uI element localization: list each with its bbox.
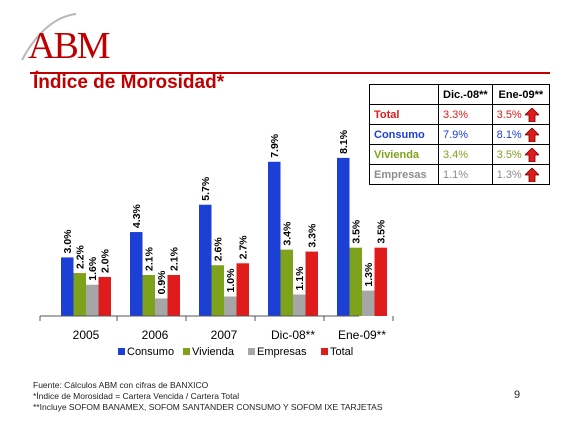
- data-label-consumo-3: 7.9%: [269, 133, 281, 158]
- table-row-consumo: Consumo 7.9% 8.1%: [369, 124, 551, 145]
- bar-consumo-0: [61, 257, 74, 316]
- legend-label-vivienda: Vivienda: [192, 346, 235, 358]
- data-label-total-4: 3.5%: [376, 219, 388, 244]
- row-label: Vivienda: [369, 144, 439, 165]
- legend-swatch-vivienda: [183, 348, 190, 355]
- bar-consumo-1: [130, 232, 143, 316]
- data-label-empresas-4: 1.3%: [363, 262, 375, 287]
- data-label-vivienda-1: 2.1%: [144, 246, 156, 271]
- bar-consumo-2: [199, 204, 212, 316]
- value-dic: 3.3%: [438, 104, 493, 125]
- table-row-total: Total 3.3% 3.5%: [369, 104, 551, 125]
- bar-empresas-3: [293, 294, 306, 316]
- value-ene: 3.5%: [491, 104, 551, 125]
- value-ene-text: 3.5%: [496, 108, 522, 121]
- page-number: 9: [514, 389, 521, 401]
- data-label-consumo-2: 5.7%: [200, 176, 212, 201]
- bar-consumo-3: [268, 161, 281, 316]
- data-label-vivienda-4: 3.5%: [351, 219, 363, 244]
- table-header-row: Dic.-08** Ene-09**: [369, 84, 551, 105]
- bar-vivienda-2: [211, 265, 224, 316]
- data-label-consumo-4: 8.1%: [338, 129, 350, 154]
- legend-swatch-empresas: [248, 348, 255, 355]
- bar-total-2: [236, 263, 249, 316]
- bar-empresas-1: [155, 298, 168, 316]
- row-label: Total: [369, 104, 439, 125]
- value-ene-text: 1.3%: [496, 168, 522, 181]
- table-header-blank: [369, 84, 439, 105]
- data-label-empresas-1: 0.9%: [156, 270, 168, 295]
- x-tick-label-4: Ene-09**: [338, 328, 386, 342]
- bar-vivienda-4: [349, 247, 362, 316]
- value-ene: 1.3%: [491, 164, 551, 185]
- value-dic: 1.1%: [438, 164, 493, 185]
- value-ene-text: 3.5%: [496, 148, 522, 161]
- data-label-total-3: 3.3%: [307, 223, 319, 248]
- bar-total-0: [98, 276, 111, 316]
- bar-empresas-2: [224, 296, 237, 316]
- title-rule: [30, 72, 550, 74]
- row-label: Empresas: [369, 164, 439, 185]
- abm-logo: ABM: [21, 13, 112, 67]
- logo-text: ABM: [28, 25, 110, 67]
- value-dic: 3.4%: [438, 144, 493, 165]
- data-label-empresas-3: 1.1%: [294, 266, 306, 291]
- up-arrow-icon: [524, 167, 539, 182]
- table-row-empresas: Empresas 1.1% 1.3%: [369, 164, 551, 185]
- value-dic: 7.9%: [438, 124, 493, 145]
- bar-vivienda-1: [142, 275, 155, 316]
- up-arrow-icon: [524, 107, 539, 122]
- page-title: Índice de Morosidad*: [33, 72, 225, 93]
- footer-notes: Fuente: Cálculos ABM con cifras de BANXI…: [33, 380, 383, 413]
- bar-vivienda-3: [280, 249, 293, 316]
- data-label-vivienda-3: 3.4%: [282, 221, 294, 246]
- table-header-dic: Dic.-08**: [438, 84, 493, 105]
- bar-total-3: [305, 251, 318, 316]
- legend-swatch-total: [321, 348, 328, 355]
- x-tick-label-2: 2007: [211, 328, 238, 342]
- data-label-total-1: 2.1%: [169, 246, 181, 271]
- data-label-vivienda-2: 2.6%: [213, 237, 225, 262]
- data-label-empresas-0: 1.6%: [87, 256, 99, 281]
- source-note: Fuente: Cálculos ABM con cifras de BANXI…: [33, 380, 209, 390]
- summary-table: Dic.-08** Ene-09** Total 3.3% 3.5% Consumo 7…: [369, 84, 551, 185]
- data-label-consumo-0: 3.0%: [62, 229, 74, 254]
- data-label-total-2: 2.7%: [238, 235, 250, 260]
- data-label-consumo-1: 4.3%: [131, 203, 143, 228]
- legend-label-total: Total: [330, 346, 353, 358]
- x-tick-label-1: 2006: [142, 328, 169, 342]
- x-tick-label-0: 2005: [73, 328, 100, 342]
- up-arrow-icon: [524, 147, 539, 162]
- x-tick-label-3: Dic-08**: [271, 328, 315, 342]
- definition-note: *Índice de Morosidad = Cartera Vencida /…: [33, 391, 240, 401]
- table-header-ene: Ene-09**: [491, 84, 551, 105]
- data-label-vivienda-0: 2.2%: [75, 244, 87, 269]
- legend-swatch-consumo: [118, 348, 125, 355]
- value-ene: 8.1%: [491, 124, 551, 145]
- data-label-empresas-2: 1.0%: [225, 268, 237, 293]
- legend-label-empresas: Empresas: [257, 346, 307, 358]
- table-row-vivienda: Vivienda 3.4% 3.5%: [369, 144, 551, 165]
- up-arrow-icon: [524, 127, 539, 142]
- bar-total-4: [374, 247, 387, 316]
- row-label: Consumo: [369, 124, 439, 145]
- bar-empresas-4: [362, 290, 375, 316]
- value-ene-text: 8.1%: [496, 128, 522, 141]
- bar-consumo-4: [337, 157, 350, 316]
- bar-vivienda-0: [73, 273, 86, 316]
- data-label-total-0: 2.0%: [100, 248, 112, 273]
- bar-empresas-0: [86, 284, 99, 316]
- bar-total-1: [167, 275, 180, 316]
- value-ene: 3.5%: [491, 144, 551, 165]
- legend-label-consumo: Consumo: [127, 346, 174, 358]
- sofom-note: **Incluye SOFOM BANAMEX, SOFOM SANTANDER…: [33, 402, 383, 412]
